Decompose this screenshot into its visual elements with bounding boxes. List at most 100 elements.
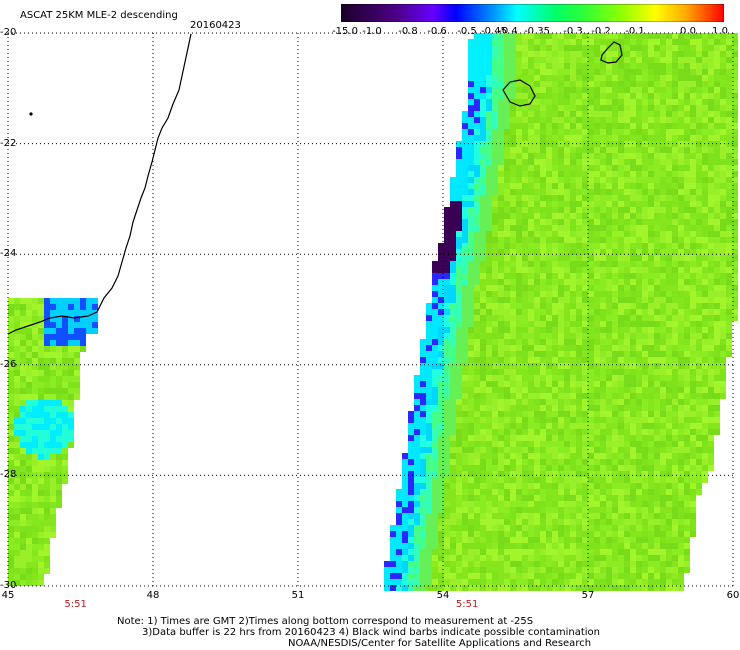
field-cell bbox=[576, 501, 582, 507]
field-cell bbox=[564, 81, 570, 87]
field-cell bbox=[546, 255, 552, 261]
field-cell bbox=[690, 315, 696, 321]
field-cell bbox=[92, 298, 98, 304]
field-cell bbox=[630, 231, 636, 237]
field-cell bbox=[594, 159, 600, 165]
field-cell bbox=[558, 249, 564, 255]
field-cell bbox=[570, 207, 576, 213]
field-cell bbox=[528, 537, 534, 543]
field-cell bbox=[618, 33, 624, 39]
field-cell bbox=[576, 369, 582, 375]
field-cell bbox=[552, 411, 558, 417]
field-cell bbox=[660, 33, 666, 39]
field-cell bbox=[492, 507, 498, 513]
field-cell bbox=[606, 249, 612, 255]
field-cell bbox=[438, 495, 444, 501]
field-cell bbox=[576, 507, 582, 513]
field-cell bbox=[498, 231, 504, 237]
field-cell bbox=[522, 255, 528, 261]
field-cell bbox=[582, 471, 588, 477]
field-cell bbox=[702, 39, 708, 45]
field-cell bbox=[552, 327, 558, 333]
field-cell bbox=[666, 585, 672, 591]
field-cell bbox=[522, 201, 528, 207]
field-cell bbox=[474, 201, 480, 207]
field-cell bbox=[660, 243, 666, 249]
field-cell bbox=[516, 531, 522, 537]
field-cell bbox=[528, 429, 534, 435]
field-cell bbox=[630, 117, 636, 123]
field-cell bbox=[492, 537, 498, 543]
field-cell bbox=[522, 375, 528, 381]
field-cell bbox=[606, 585, 612, 591]
field-cell bbox=[666, 57, 672, 63]
field-cell bbox=[32, 340, 38, 346]
field-cell bbox=[690, 159, 696, 165]
field-cell bbox=[492, 315, 498, 321]
field-cell bbox=[720, 63, 726, 69]
field-cell bbox=[696, 285, 702, 291]
field-cell bbox=[582, 357, 588, 363]
field-cell bbox=[534, 429, 540, 435]
field-cell bbox=[636, 309, 642, 315]
field-cell bbox=[582, 33, 588, 39]
field-cell bbox=[468, 267, 474, 273]
field-cell bbox=[540, 105, 546, 111]
field-cell bbox=[32, 376, 38, 382]
field-cell bbox=[618, 135, 624, 141]
field-cell bbox=[528, 171, 534, 177]
field-cell bbox=[642, 159, 648, 165]
field-cell bbox=[426, 567, 432, 573]
field-cell bbox=[552, 585, 558, 591]
field-cell bbox=[642, 375, 648, 381]
field-cell bbox=[432, 447, 438, 453]
field-cell bbox=[642, 63, 648, 69]
field-cell bbox=[654, 87, 660, 93]
field-cell bbox=[666, 423, 672, 429]
field-cell bbox=[672, 129, 678, 135]
field-cell bbox=[546, 477, 552, 483]
field-cell bbox=[462, 309, 468, 315]
field-cell bbox=[498, 87, 504, 93]
field-cell bbox=[636, 213, 642, 219]
field-cell bbox=[528, 507, 534, 513]
field-cell bbox=[558, 525, 564, 531]
field-cell bbox=[588, 483, 594, 489]
field-cell bbox=[558, 543, 564, 549]
field-cell bbox=[600, 279, 606, 285]
field-cell bbox=[492, 189, 498, 195]
field-cell bbox=[618, 183, 624, 189]
field-cell bbox=[14, 316, 20, 322]
field-cell bbox=[534, 549, 540, 555]
field-cell bbox=[510, 585, 516, 591]
field-cell bbox=[462, 285, 468, 291]
field-cell bbox=[504, 303, 510, 309]
field-cell bbox=[438, 285, 444, 291]
field-cell bbox=[456, 477, 462, 483]
field-cell bbox=[576, 543, 582, 549]
field-cell bbox=[636, 315, 642, 321]
field-cell bbox=[540, 453, 546, 459]
field-cell bbox=[576, 531, 582, 537]
field-cell bbox=[444, 495, 450, 501]
field-cell bbox=[630, 195, 636, 201]
field-cell bbox=[684, 501, 690, 507]
field-cell bbox=[582, 291, 588, 297]
field-cell bbox=[522, 327, 528, 333]
field-cell bbox=[666, 111, 672, 117]
field-cell bbox=[714, 219, 720, 225]
field-cell bbox=[576, 189, 582, 195]
field-cell bbox=[8, 346, 14, 352]
field-cell bbox=[678, 39, 684, 45]
field-cell bbox=[714, 405, 720, 411]
field-cell bbox=[588, 303, 594, 309]
field-cell bbox=[642, 567, 648, 573]
field-cell bbox=[8, 364, 14, 370]
field-cell bbox=[606, 465, 612, 471]
field-cell bbox=[714, 183, 720, 189]
field-cell bbox=[708, 345, 714, 351]
field-cell bbox=[420, 423, 426, 429]
field-cell bbox=[80, 304, 86, 310]
field-cell bbox=[636, 129, 642, 135]
